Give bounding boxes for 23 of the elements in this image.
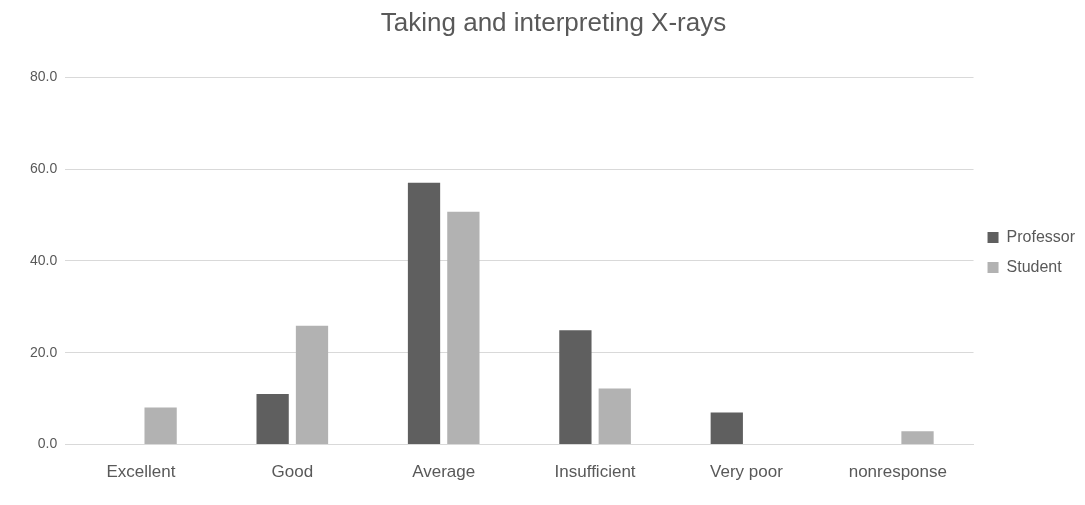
y-tick-label: 0.0 [37,435,58,452]
y-tick-label: 60.0 [30,159,58,176]
x-tick-label: Very poor [710,462,784,482]
bar [447,211,480,445]
bar [256,394,289,445]
bar [144,407,177,445]
bar [598,388,631,445]
x-tick-label: Excellent [106,462,176,482]
x-tick-label: Insufficient [554,462,636,482]
bar [559,330,592,445]
y-tick-label: 20.0 [30,343,58,360]
legend-label: Student [1006,257,1063,275]
legend-label: Professor [1006,227,1076,245]
x-tick-label: nonresponse [848,462,947,482]
y-tick-label: 80.0 [30,68,58,85]
bar [710,412,743,445]
y-tick-label: 40.0 [30,251,58,268]
x-tick-label: Average [412,462,476,482]
bar [407,182,441,445]
bar [901,431,934,445]
chart-title: Taking and interpreting X-rays [380,6,727,37]
x-tick-label: Good [271,462,314,482]
bar [295,325,329,445]
